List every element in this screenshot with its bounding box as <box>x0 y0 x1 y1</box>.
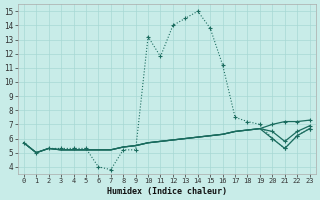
X-axis label: Humidex (Indice chaleur): Humidex (Indice chaleur) <box>107 187 227 196</box>
